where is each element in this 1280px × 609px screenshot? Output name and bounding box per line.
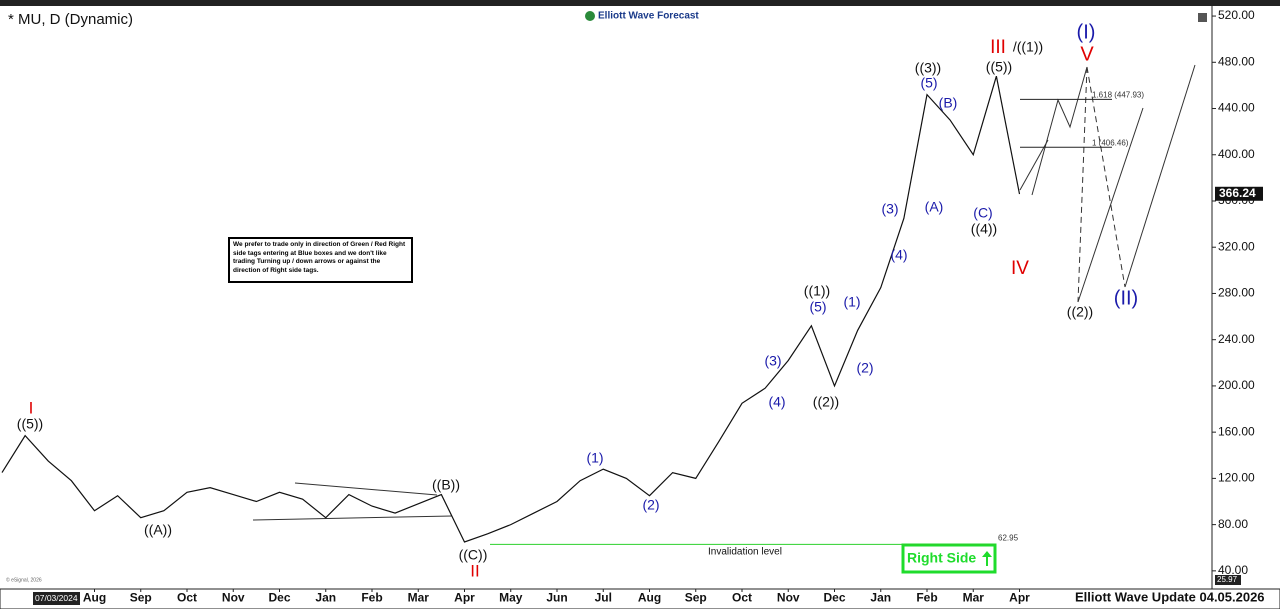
x-tick-label: Dec xyxy=(823,591,845,605)
wave-label: (3) xyxy=(764,353,781,369)
wave-label: (I) xyxy=(1077,21,1096,43)
y-tick-label: 480.00 xyxy=(1218,54,1255,68)
wave-label: ((5)) xyxy=(17,416,43,432)
wave-label: IV xyxy=(1011,258,1029,279)
y-tick-label: 320.00 xyxy=(1218,239,1255,253)
x-tick-label: Jan xyxy=(315,591,336,605)
wave-label: ((3)) xyxy=(915,60,941,76)
wave-label: ((2)) xyxy=(1067,304,1093,320)
wave-label: III xyxy=(990,37,1006,58)
y-tick-label: 120.00 xyxy=(1218,471,1255,485)
invalidation-value: 62.95 xyxy=(998,533,1019,542)
x-tick-label: Apr xyxy=(1009,591,1030,605)
wave-label: ((2)) xyxy=(813,394,839,410)
wave-label: (5) xyxy=(809,299,826,315)
wave-label: (A) xyxy=(925,199,944,215)
projection-dashed xyxy=(1077,66,1088,303)
top-bar xyxy=(0,0,1280,6)
icon xyxy=(1198,13,1207,22)
wave-label: II xyxy=(470,561,479,580)
fib-label: 1.618 (447.93) xyxy=(1092,90,1144,99)
x-tick-label: Aug xyxy=(638,591,661,605)
cursor-date: 07/03/2024 xyxy=(35,593,78,603)
x-tick-label: Apr xyxy=(454,591,475,605)
wave-label: ((1)) xyxy=(804,283,830,299)
wave-label: ((5)) xyxy=(986,59,1012,75)
right-side-tag xyxy=(901,543,997,574)
wave-label: (C) xyxy=(973,205,992,221)
wave-label: (1) xyxy=(843,294,860,310)
projection xyxy=(1124,64,1196,288)
x-axis-bar xyxy=(0,588,1280,609)
price-line xyxy=(1,75,1021,543)
x-tick-label: Dec xyxy=(268,591,290,605)
brand-logo xyxy=(585,11,595,21)
x-tick-label: Feb xyxy=(916,591,937,605)
wave-label: (4) xyxy=(768,394,785,410)
y-tick-label: 240.00 xyxy=(1218,332,1255,346)
y-tick-label: 520.00 xyxy=(1218,8,1255,22)
x-tick-label: May xyxy=(499,591,523,605)
copyright: © eSignal, 2026 xyxy=(6,576,42,583)
up-arrow xyxy=(982,551,992,566)
projection-dashed xyxy=(1086,66,1126,288)
wave-label: (3) xyxy=(881,201,898,217)
wave-label: (1) xyxy=(586,450,603,466)
x-tick-label: Nov xyxy=(222,591,245,605)
brand: Elliott Wave Forecast xyxy=(598,11,699,22)
wave-label: (II) xyxy=(1114,287,1138,309)
y-tick-label: 200.00 xyxy=(1218,378,1255,392)
x-tick-label: Jun xyxy=(546,591,567,605)
y-tick-label: 40.00 xyxy=(1218,563,1248,577)
x-tick-label: Oct xyxy=(177,591,197,605)
wave-label: (4) xyxy=(890,247,907,263)
wave-label: V xyxy=(1080,43,1094,65)
x-tick-label: Sep xyxy=(130,591,152,605)
y-tick-label: 160.00 xyxy=(1218,424,1255,438)
last-price: 366.24 xyxy=(1219,186,1256,200)
x-tick-label: Mar xyxy=(963,591,985,605)
y-tick-label: 440.00 xyxy=(1218,101,1255,115)
wave-label: (B) xyxy=(939,95,958,111)
y-tick-label: 400.00 xyxy=(1218,147,1255,161)
wave-label: /((1)) xyxy=(1013,39,1043,55)
x-tick-label: Feb xyxy=(361,591,382,605)
wave-label: ((C)) xyxy=(459,547,488,563)
note: We prefer to trade only in direction of … xyxy=(228,237,413,283)
x-tick-label: Sep xyxy=(685,591,707,605)
x-tick-label: Jan xyxy=(870,591,891,605)
y-tick-label: 80.00 xyxy=(1218,517,1248,531)
wave-label: I xyxy=(29,398,34,417)
axis-min-label: 25.97 xyxy=(1217,575,1238,584)
projection xyxy=(1019,139,1049,191)
chart-title: * MU, D (Dynamic) xyxy=(8,11,133,28)
projection xyxy=(1077,107,1144,303)
last-price-box xyxy=(1215,186,1263,201)
wave-label: ((B)) xyxy=(432,477,460,493)
y-tick-label: 280.00 xyxy=(1218,286,1255,300)
fib-label: 1 (406.46) xyxy=(1092,138,1129,147)
x-tick-label: Jul xyxy=(595,591,612,605)
wave-label: (5) xyxy=(920,75,937,91)
wave-label: ((4)) xyxy=(971,221,997,237)
x-tick-label: Aug xyxy=(83,591,106,605)
triangle-line xyxy=(252,515,453,521)
invalidation-text: Invalidation level xyxy=(708,547,782,558)
x-tick-label: Oct xyxy=(732,591,752,605)
wave-label: (2) xyxy=(856,360,873,376)
right-side-text: Right Side xyxy=(907,550,976,566)
footer: Elliott Wave Update 04.05.2026 xyxy=(1075,589,1265,604)
x-tick-label: Nov xyxy=(777,591,800,605)
triangle-line xyxy=(294,482,438,496)
x-tick-label: Mar xyxy=(408,591,430,605)
wave-label: ((A)) xyxy=(144,522,172,538)
cursor-date-box xyxy=(33,592,80,605)
wave-label: (2) xyxy=(642,497,659,513)
axis-min-box xyxy=(1215,575,1241,585)
